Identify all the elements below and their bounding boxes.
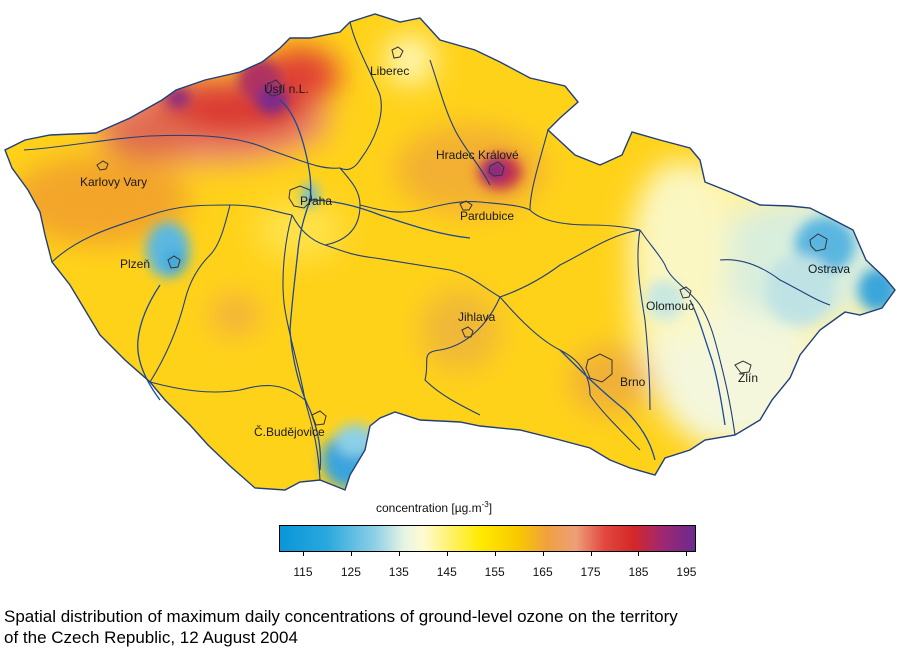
city-outlines (96, 46, 828, 426)
city-label-budejovice: Č.Budějovice (254, 424, 325, 439)
city-labels: Ústí n.L. Liberec Karlovy Vary Hradec Kr… (80, 64, 850, 439)
caption-line-1: Spatial distribution of maximum daily co… (4, 607, 678, 626)
city-label-plzen: Plzeň (120, 257, 150, 271)
city-label-hradec-kralove: Hradec Králové (436, 148, 519, 162)
scale-tick-label: 165 (532, 565, 553, 579)
city-label-praha: Praha (300, 194, 332, 208)
figure-caption: Spatial distribution of maximum daily co… (4, 606, 894, 648)
scale-tick-label: 185 (628, 565, 649, 579)
ozone-concentration-surface (5, 14, 895, 490)
scale-tick-label: 195 (676, 565, 697, 579)
caption-line-2: of the Czech Republic, 12 August 2004 (4, 628, 298, 647)
city-label-usti: Ústí n.L. (264, 81, 309, 96)
city-label-pardubice: Pardubice (460, 209, 514, 223)
city-label-jihlava: Jihlava (458, 310, 496, 324)
scale-tick-label: 155 (484, 565, 505, 579)
city-label-liberec: Liberec (370, 64, 409, 78)
scale-tick (350, 552, 352, 556)
scale-tick-label: 175 (580, 565, 601, 579)
city-label-brno: Brno (620, 375, 646, 389)
city-label-ostrava: Ostrava (808, 262, 850, 276)
scale-tick (398, 552, 400, 556)
color-scale-bar (279, 525, 696, 552)
scale-tick (302, 552, 304, 556)
city-label-karlovy-vary: Karlovy Vary (80, 175, 147, 189)
scale-tick (590, 552, 592, 556)
scale-tick (446, 552, 448, 556)
ozone-map: Ústí n.L. Liberec Karlovy Vary Hradec Kr… (4, 13, 896, 491)
region-boundaries (23, 21, 831, 481)
city-label-olomouc: Olomouc (646, 299, 694, 313)
scale-tick (638, 552, 640, 556)
rivers (137, 99, 726, 471)
scale-tick (494, 552, 496, 556)
scale-tick (542, 552, 544, 556)
city-label-zlin: Zlín (738, 371, 758, 385)
scale-tick-label: 145 (436, 565, 457, 579)
scale-tick-label: 125 (340, 565, 361, 579)
scale-tick (686, 552, 688, 556)
legend-title: concentration [µg.m-3] (376, 500, 493, 515)
scale-tick-label: 115 (293, 565, 313, 579)
scale-tick-label: 135 (388, 565, 409, 579)
